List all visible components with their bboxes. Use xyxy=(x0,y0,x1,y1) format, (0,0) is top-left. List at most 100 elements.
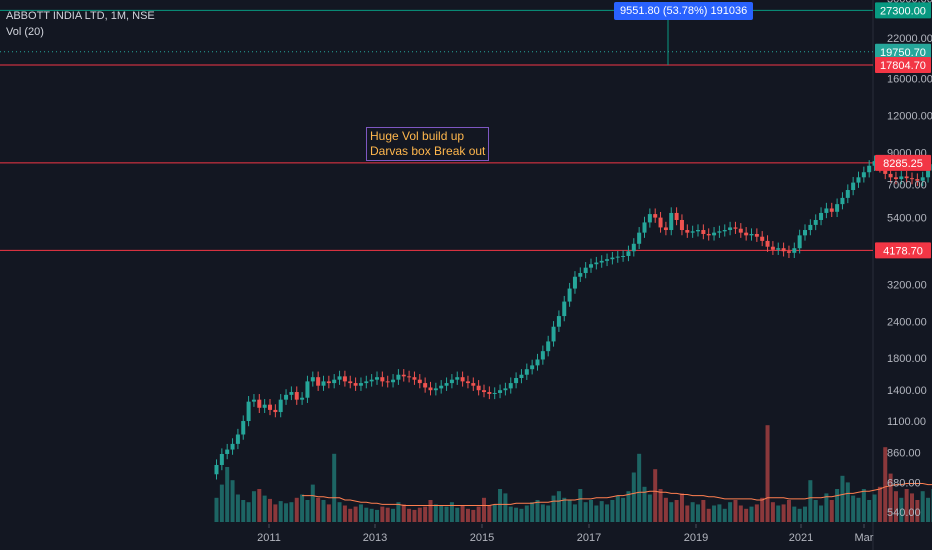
volume-bar xyxy=(273,504,278,522)
volume-bar xyxy=(449,502,454,522)
volume-bar xyxy=(904,489,909,522)
volume-bar xyxy=(514,507,519,522)
volume-bar xyxy=(626,491,631,522)
volume-bar xyxy=(326,504,331,522)
candle-body xyxy=(546,341,551,352)
volume-bar xyxy=(498,489,503,522)
candle-body xyxy=(813,219,818,225)
candle-body xyxy=(503,388,508,391)
volume-bar xyxy=(433,504,438,522)
candle-body xyxy=(663,227,668,231)
volume-bar xyxy=(717,504,722,522)
candle-body xyxy=(594,262,599,265)
candle-body xyxy=(337,376,342,380)
candle-body xyxy=(465,381,470,384)
candle-body xyxy=(754,233,759,237)
price-tick-label: 12000.00 xyxy=(887,110,932,122)
volume-bar xyxy=(300,494,305,522)
price-tick-label: 860.00 xyxy=(887,447,921,459)
volume-bar xyxy=(219,484,224,522)
volume-bar xyxy=(867,500,872,522)
text-annotation[interactable]: Huge Vol build up Darvas box Break out xyxy=(366,127,490,161)
price-tick-label: 2400.00 xyxy=(887,316,927,328)
volume-bar xyxy=(530,502,535,522)
symbol-title[interactable]: ABBOTT INDIA LTD, 1M, NSE xyxy=(6,10,155,22)
volume-bar xyxy=(631,472,636,522)
candle-body xyxy=(278,399,283,413)
candle-body xyxy=(284,394,289,400)
price-tick-label: 5400.00 xyxy=(887,213,927,225)
volume-indicator-label[interactable]: Vol (20) xyxy=(6,26,44,38)
price-tick-label: 3200.00 xyxy=(887,279,927,291)
volume-bar xyxy=(594,505,599,522)
volume-bar xyxy=(899,497,904,522)
volume-bar xyxy=(888,473,893,522)
candle-body xyxy=(647,214,652,223)
candle-body xyxy=(316,377,321,386)
candle-body xyxy=(401,374,406,377)
volume-bar xyxy=(754,504,759,522)
volume-bar xyxy=(262,495,267,522)
candle-body xyxy=(722,230,727,232)
price-tick-label: 540.00 xyxy=(887,507,921,519)
candle-body xyxy=(770,246,775,250)
volume-bar xyxy=(845,482,850,522)
candle-body xyxy=(508,383,513,389)
candle-body xyxy=(701,230,706,234)
volume-bar xyxy=(910,493,914,522)
volume-bar xyxy=(465,508,470,522)
candle-body xyxy=(840,197,845,205)
price-tag xyxy=(875,43,931,60)
volume-bar xyxy=(803,506,807,522)
candle-body xyxy=(696,230,700,232)
volume-bar xyxy=(235,494,240,522)
volume-bar xyxy=(765,425,770,522)
volume-bar xyxy=(712,505,717,522)
price-tick-label: 1400.00 xyxy=(887,385,927,397)
time-tick-label: 2013 xyxy=(363,532,387,544)
volume-bar xyxy=(572,504,577,522)
candle-body xyxy=(524,369,529,375)
volume-bar xyxy=(872,494,877,522)
candle-body xyxy=(348,381,353,384)
candle-body xyxy=(257,399,262,408)
volume-bar xyxy=(503,493,508,522)
volume-bar xyxy=(423,506,428,522)
candle-body xyxy=(460,377,465,382)
volume-bar xyxy=(257,489,262,522)
candle-body xyxy=(797,235,802,249)
volume-bar xyxy=(851,495,856,522)
annotation-line-2: Darvas box Break out xyxy=(370,144,486,158)
volume-bar xyxy=(786,500,791,522)
price-tag-text: 17804.70 xyxy=(880,60,926,72)
candle-body xyxy=(487,392,492,394)
volume-bar xyxy=(637,453,642,522)
volume-bar xyxy=(663,497,668,522)
candle-body xyxy=(251,399,256,402)
candle-body xyxy=(375,377,379,380)
candle-body xyxy=(412,377,417,380)
candle-body xyxy=(214,464,219,475)
volume-bar xyxy=(535,500,540,522)
volume-bar xyxy=(412,509,417,522)
price-tick-label: 22000.00 xyxy=(887,33,932,45)
candle-body xyxy=(551,326,556,342)
candle-body xyxy=(300,397,305,400)
measure-tool-label[interactable]: 9551.80 (53.78%) 191036 xyxy=(614,2,754,20)
candle-body xyxy=(578,273,583,277)
candle-body xyxy=(433,388,438,391)
volume-bar xyxy=(701,500,706,522)
candle-body xyxy=(621,255,626,257)
volume-bar xyxy=(444,506,449,522)
volume-bar xyxy=(268,498,272,522)
candle-body xyxy=(562,301,567,317)
candle-body xyxy=(540,351,545,360)
volume-bar xyxy=(840,475,845,522)
candle-body xyxy=(342,376,347,382)
price-tag-text: 4178.70 xyxy=(883,245,923,257)
volume-bar xyxy=(856,497,861,522)
candle-body xyxy=(455,377,460,380)
volume-bar xyxy=(471,509,476,522)
